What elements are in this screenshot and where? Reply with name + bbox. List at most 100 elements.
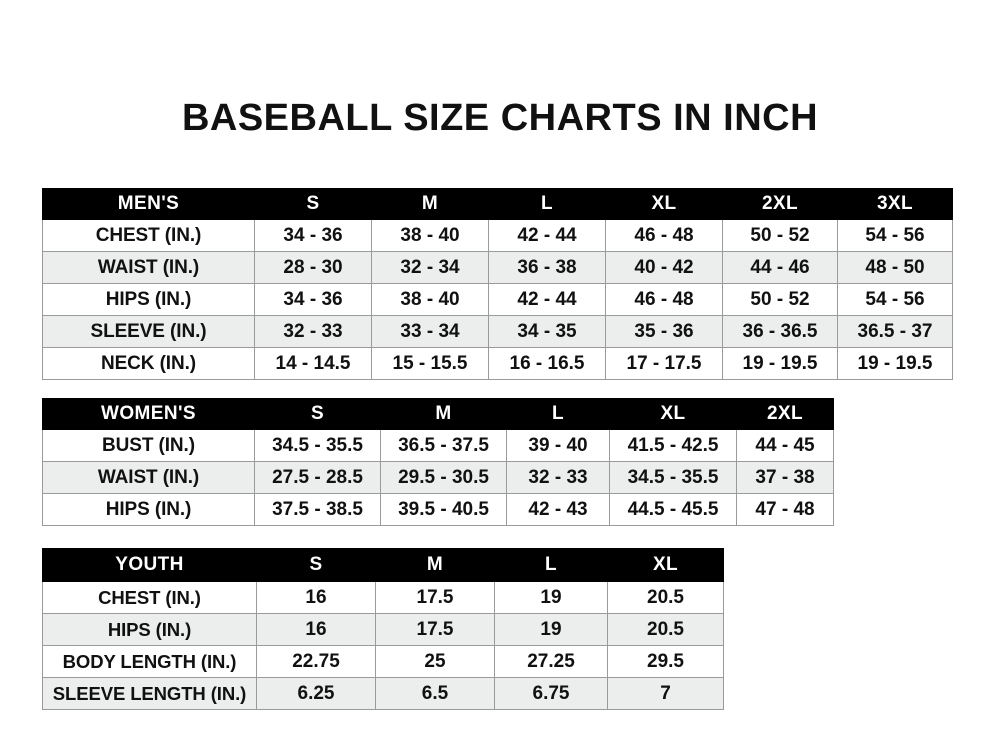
header-size-xl: XL bbox=[607, 548, 724, 582]
row-label-neck-in: NECK (IN.) bbox=[42, 347, 255, 380]
measurement-cell: 36.5 - 37.5 bbox=[380, 429, 507, 462]
measurement-cell: 42 - 44 bbox=[488, 219, 606, 252]
measurement-cell: 20.5 bbox=[607, 613, 724, 646]
measurement-cell: 50 - 52 bbox=[722, 219, 838, 252]
measurement-cell: 19 - 19.5 bbox=[837, 347, 953, 380]
row-label-chest-in: CHEST (IN.) bbox=[42, 219, 255, 252]
row-label-chest-in: CHEST (IN.) bbox=[42, 581, 257, 614]
measurement-cell: 38 - 40 bbox=[371, 283, 489, 316]
measurement-cell: 35 - 36 bbox=[605, 315, 723, 348]
measurement-cell: 39.5 - 40.5 bbox=[380, 493, 507, 526]
womens-size-table: WOMEN'S S M L XL 2XL BUST (IN.) 34.5 - 35.5 36.5… bbox=[42, 398, 834, 526]
measurement-cell: 32 - 34 bbox=[371, 251, 489, 284]
measurement-cell: 19 bbox=[494, 581, 608, 614]
header-size-m: M bbox=[371, 188, 489, 220]
header-size-s: S bbox=[254, 188, 372, 220]
measurement-cell: 22.75 bbox=[256, 645, 376, 678]
measurement-cell: 16 - 16.5 bbox=[488, 347, 606, 380]
header-size-m: M bbox=[375, 548, 495, 582]
measurement-cell: 41.5 - 42.5 bbox=[609, 429, 737, 462]
table-row: CHEST (IN.) 34 - 36 38 - 40 42 - 44 46 - 48 5… bbox=[42, 219, 953, 252]
measurement-cell: 28 - 30 bbox=[254, 251, 372, 284]
measurement-cell: 42 - 44 bbox=[488, 283, 606, 316]
measurement-cell: 27.25 bbox=[494, 645, 608, 678]
measurement-cell: 47 - 48 bbox=[736, 493, 834, 526]
measurement-cell: 42 - 43 bbox=[506, 493, 610, 526]
measurement-cell: 25 bbox=[375, 645, 495, 678]
table-row: BUST (IN.) 34.5 - 35.5 36.5 - 37.5 39 - 40 4… bbox=[42, 429, 834, 462]
header-size-l: L bbox=[506, 398, 610, 430]
measurement-cell: 17 - 17.5 bbox=[605, 347, 723, 380]
measurement-cell: 27.5 - 28.5 bbox=[254, 461, 381, 494]
header-size-2xl: 2XL bbox=[736, 398, 834, 430]
header-size-3xl: 3XL bbox=[837, 188, 953, 220]
measurement-cell: 44 - 46 bbox=[722, 251, 838, 284]
row-label-hips-in: HIPS (IN.) bbox=[42, 283, 255, 316]
header-size-2xl: 2XL bbox=[722, 188, 838, 220]
measurement-cell: 46 - 48 bbox=[605, 283, 723, 316]
measurement-cell: 6.75 bbox=[494, 677, 608, 710]
measurement-cell: 20.5 bbox=[607, 581, 724, 614]
row-label-waist-in: WAIST (IN.) bbox=[42, 251, 255, 284]
table-row: SLEEVE (IN.) 32 - 33 33 - 34 34 - 35 35 - 36… bbox=[42, 315, 953, 348]
measurement-cell: 37.5 - 38.5 bbox=[254, 493, 381, 526]
header-size-s: S bbox=[256, 548, 376, 582]
measurement-cell: 48 - 50 bbox=[837, 251, 953, 284]
measurement-cell: 36 - 36.5 bbox=[722, 315, 838, 348]
header-category-youth: YOUTH bbox=[42, 548, 257, 582]
measurement-cell: 6.25 bbox=[256, 677, 376, 710]
measurement-cell: 32 - 33 bbox=[506, 461, 610, 494]
table-row: HIPS (IN.) 37.5 - 38.5 39.5 - 40.5 42 - 43 4… bbox=[42, 493, 834, 526]
row-label-waist-in: WAIST (IN.) bbox=[42, 461, 255, 494]
measurement-cell: 46 - 48 bbox=[605, 219, 723, 252]
table-row: WAIST (IN.) 28 - 30 32 - 34 36 - 38 40 - 42 4… bbox=[42, 251, 953, 284]
header-size-s: S bbox=[254, 398, 381, 430]
row-label-sleeve-in: SLEEVE (IN.) bbox=[42, 315, 255, 348]
measurement-cell: 39 - 40 bbox=[506, 429, 610, 462]
measurement-cell: 44.5 - 45.5 bbox=[609, 493, 737, 526]
measurement-cell: 17.5 bbox=[375, 581, 495, 614]
youth-size-table: YOUTH S M L XL CHEST (IN.) 16 17.5 19 20.5 HIPS (I… bbox=[42, 548, 724, 710]
page-title: BASEBALL SIZE CHARTS IN INCH bbox=[181, 97, 819, 140]
measurement-cell: 34.5 - 35.5 bbox=[254, 429, 381, 462]
measurement-cell: 34 - 36 bbox=[254, 283, 372, 316]
measurement-cell: 6.5 bbox=[375, 677, 495, 710]
measurement-cell: 54 - 56 bbox=[837, 283, 953, 316]
table-row: BODY LENGTH (IN.) 22.75 25 27.25 29.5 bbox=[42, 645, 724, 678]
table-row: HIPS (IN.) 34 - 36 38 - 40 42 - 44 46 - 48 50… bbox=[42, 283, 953, 316]
header-category-mens: MEN'S bbox=[42, 188, 255, 220]
measurement-cell: 16 bbox=[256, 581, 376, 614]
measurement-cell: 34 - 35 bbox=[488, 315, 606, 348]
table-header-row: YOUTH S M L XL bbox=[42, 548, 724, 582]
table-row: SLEEVE LENGTH (IN.) 6.25 6.5 6.75 7 bbox=[42, 677, 724, 710]
mens-size-table: MEN'S S M L XL 2XL 3XL CHEST (IN.) 34 - 36 38 - 4… bbox=[42, 188, 953, 380]
row-label-hips-in: HIPS (IN.) bbox=[42, 493, 255, 526]
measurement-cell: 54 - 56 bbox=[837, 219, 953, 252]
measurement-cell: 34.5 - 35.5 bbox=[609, 461, 737, 494]
row-label-body-length-in: BODY LENGTH (IN.) bbox=[42, 645, 257, 678]
measurement-cell: 34 - 36 bbox=[254, 219, 372, 252]
measurement-cell: 16 bbox=[256, 613, 376, 646]
measurement-cell: 40 - 42 bbox=[605, 251, 723, 284]
header-size-m: M bbox=[380, 398, 507, 430]
table-header-row: WOMEN'S S M L XL 2XL bbox=[42, 398, 834, 430]
table-header-row: MEN'S S M L XL 2XL 3XL bbox=[42, 188, 953, 220]
row-label-bust-in: BUST (IN.) bbox=[42, 429, 255, 462]
table-row: NECK (IN.) 14 - 14.5 15 - 15.5 16 - 16.5 17 … bbox=[42, 347, 953, 380]
measurement-cell: 29.5 bbox=[607, 645, 724, 678]
measurement-cell: 44 - 45 bbox=[736, 429, 834, 462]
measurement-cell: 17.5 bbox=[375, 613, 495, 646]
measurement-cell: 32 - 33 bbox=[254, 315, 372, 348]
header-size-l: L bbox=[488, 188, 606, 220]
measurement-cell: 38 - 40 bbox=[371, 219, 489, 252]
measurement-cell: 37 - 38 bbox=[736, 461, 834, 494]
header-size-xl: XL bbox=[605, 188, 723, 220]
measurement-cell: 50 - 52 bbox=[722, 283, 838, 316]
table-row: HIPS (IN.) 16 17.5 19 20.5 bbox=[42, 613, 724, 646]
header-size-xl: XL bbox=[609, 398, 737, 430]
measurement-cell: 19 - 19.5 bbox=[722, 347, 838, 380]
table-row: CHEST (IN.) 16 17.5 19 20.5 bbox=[42, 581, 724, 614]
measurement-cell: 36.5 - 37 bbox=[837, 315, 953, 348]
header-size-l: L bbox=[494, 548, 608, 582]
measurement-cell: 33 - 34 bbox=[371, 315, 489, 348]
